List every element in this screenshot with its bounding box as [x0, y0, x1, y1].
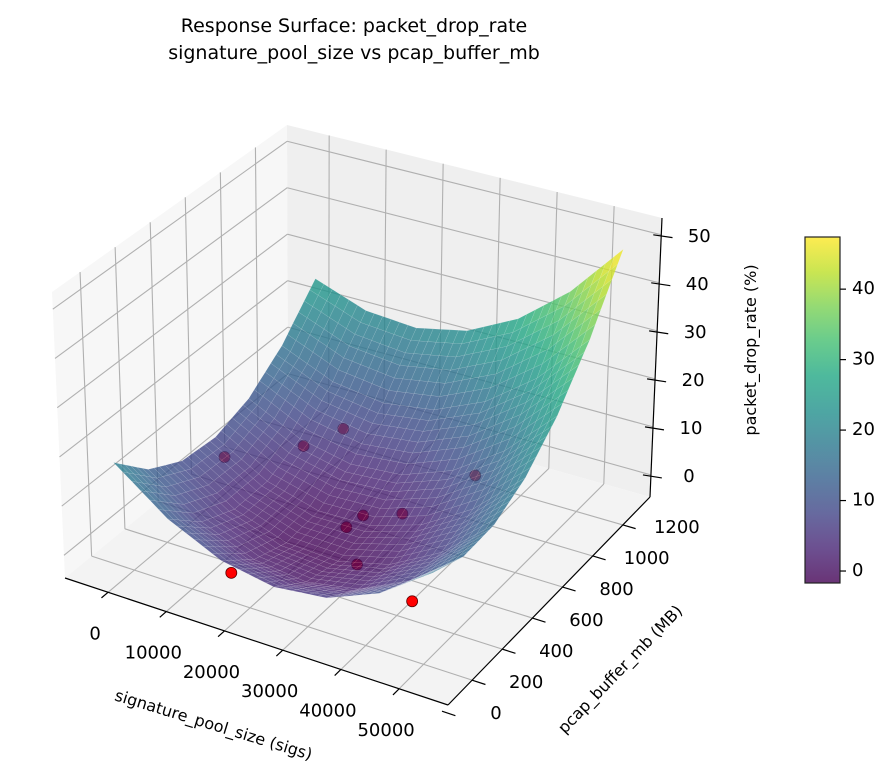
surface-patch: [480, 524, 495, 535]
surface-patch: [575, 339, 591, 360]
z-tick-label: 50: [688, 226, 711, 247]
colorbar: 0 10 20 30 40: [804, 236, 875, 584]
z-tick-label: 10: [680, 418, 703, 439]
x-tick-mark: [159, 611, 167, 618]
x-tick-label: 0: [89, 623, 100, 644]
surface-patch: [500, 493, 516, 507]
axis-lines: [64, 217, 673, 717]
gridline-x-back: [603, 206, 615, 484]
y-tick-mark: [532, 617, 546, 623]
gridline-x-floor: [340, 468, 550, 670]
y-tick-mark: [622, 524, 636, 530]
z-tick-label: 30: [684, 322, 707, 343]
x-tick-label: 20000: [183, 662, 240, 683]
surface-patch: [423, 569, 438, 577]
z-tick-mark: [646, 378, 667, 383]
y-tick-mark: [502, 648, 516, 654]
x-tick-label: 40000: [299, 700, 356, 721]
gridline-y-left: [149, 222, 159, 502]
surface-patch: [444, 559, 459, 567]
z-tick-label: 20: [682, 370, 705, 391]
surface-patch: [439, 561, 454, 569]
colorbar-tick-label: 10: [852, 490, 875, 511]
gridline-x-floor: [398, 483, 605, 690]
surface-patch: [542, 415, 558, 433]
gridline-z-left: [54, 187, 288, 359]
gridline-z-back: [287, 187, 660, 284]
scatter-point: [225, 566, 238, 579]
x-tick-mark: [275, 649, 284, 657]
gridline-y-floor: [91, 555, 473, 681]
gridline-y-left: [184, 197, 193, 475]
y-tick-mark: [562, 586, 576, 592]
surface-patch: [506, 485, 521, 499]
colorbar-tick-label: 40: [852, 278, 875, 299]
x-axis-line: [64, 577, 449, 706]
colorbar-tick-label: 30: [852, 349, 875, 370]
gridline-y-left: [79, 272, 93, 557]
x-tick-mark: [334, 669, 342, 676]
tick-labels: 0100002000030000400005000002004006008001…: [89, 226, 710, 741]
gridline-z-left: [61, 326, 289, 507]
y-tick-mark: [441, 710, 456, 717]
surface-mesh: [112, 248, 624, 599]
surface-patch: [495, 501, 510, 515]
x-tick-label: 10000: [125, 643, 182, 664]
gridline-y-left: [254, 147, 259, 420]
surface-patch: [521, 456, 537, 474]
z-tick-mark: [644, 426, 665, 431]
y-tick-label: 0: [490, 703, 501, 724]
y-tick-mark: [471, 679, 486, 686]
surface-patch: [449, 556, 464, 564]
y-tick-label: 1000: [624, 548, 670, 569]
colorbar-gradient: [804, 236, 841, 584]
y-axis-line: [447, 496, 651, 706]
surface-patch: [602, 263, 619, 287]
gridline-z-left: [59, 280, 288, 458]
y-tick-label: 200: [509, 672, 543, 693]
surface-patch: [564, 364, 580, 385]
surface-patch: [485, 516, 500, 530]
gridline-y-left: [219, 172, 226, 447]
surface-patch: [558, 377, 574, 398]
z-tick-mark: [642, 474, 662, 479]
z-tick-mark: [653, 234, 673, 239]
x-tick-label: 50000: [357, 720, 414, 741]
x-tick-mark: [217, 630, 225, 638]
y-tick-mark: [592, 555, 606, 561]
z-tick-label: 40: [686, 274, 709, 295]
surface-patch: [526, 446, 542, 464]
z-axis-line: [649, 217, 663, 498]
y-tick-label: 800: [599, 579, 633, 600]
surface-patch: [553, 389, 569, 410]
gridline-z-left: [56, 233, 288, 409]
colorbar-tick-label: 20: [852, 419, 875, 440]
surface-patch: [580, 323, 596, 347]
gridline-z-back: [286, 140, 662, 236]
y-tick-label: 400: [539, 641, 573, 662]
x-tick-mark: [392, 688, 400, 696]
z-tick-mark: [651, 282, 671, 287]
chart-title-line-1: Response Surface: packet_drop_rate: [181, 15, 527, 37]
surface-patch: [537, 425, 553, 443]
pane-left: [52, 125, 288, 578]
surface-patch: [547, 402, 564, 423]
scatter-point: [406, 595, 419, 608]
gridline-y-left: [114, 247, 126, 529]
gridline-z-left: [52, 140, 288, 310]
surface-patch: [454, 551, 469, 561]
z-tick-mark: [649, 330, 669, 335]
chart-title-line-2: signature_pool_size vs pcap_buffer_mb: [168, 42, 540, 64]
y-tick-label: 600: [569, 610, 603, 631]
surface-patch: [531, 435, 548, 453]
x-tick-mark: [101, 591, 109, 599]
colorbar-tick-label: 0: [852, 560, 863, 581]
z-tick-label: 0: [683, 466, 694, 487]
x-tick-label: 30000: [241, 681, 298, 702]
z-axis-label: packet_drop_rate (%): [741, 264, 761, 435]
surface-patch: [585, 308, 602, 332]
y-tick-label: 1200: [654, 517, 700, 538]
